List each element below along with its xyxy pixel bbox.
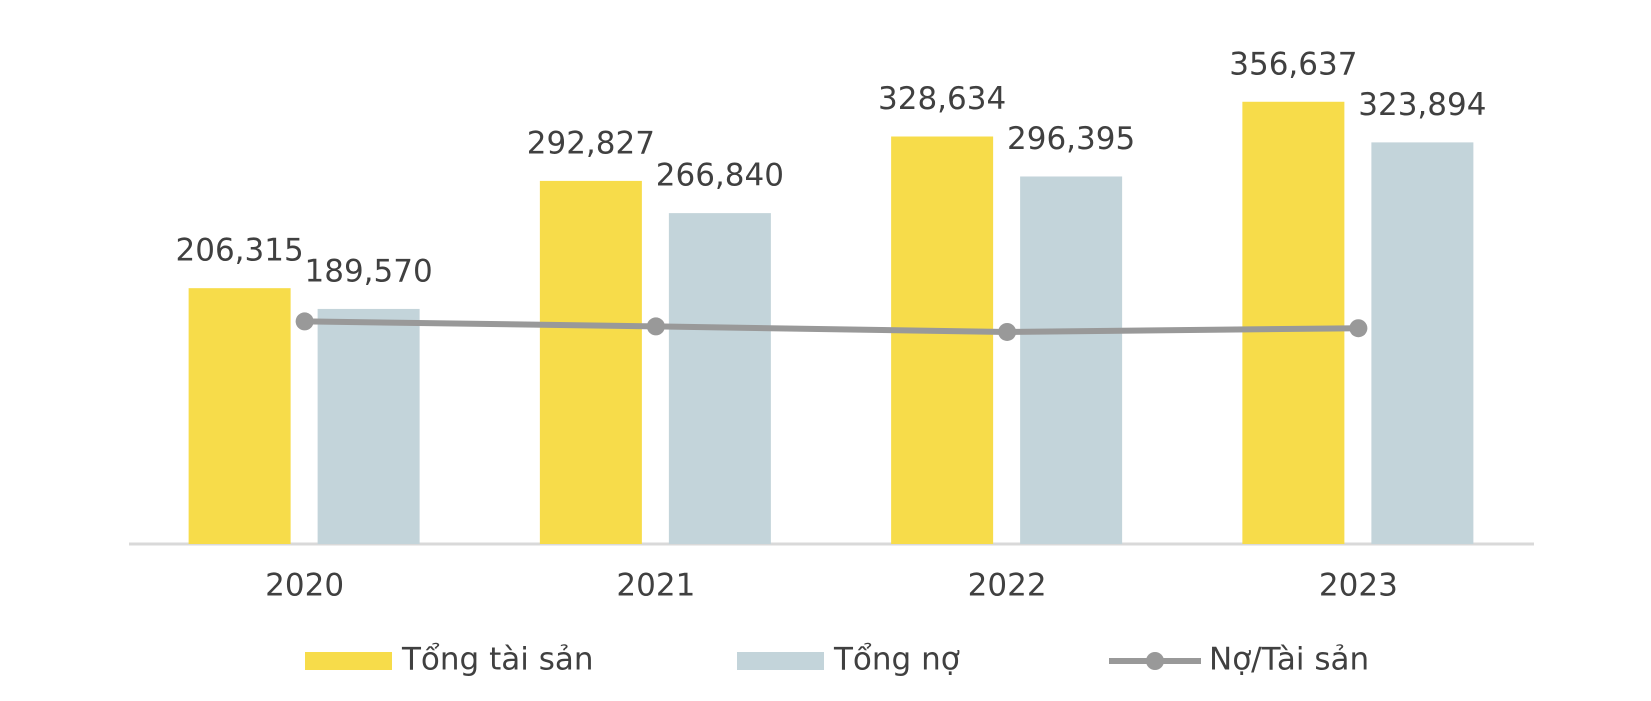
bar <box>1020 176 1123 544</box>
legend-swatch <box>737 652 824 670</box>
legend-label: Nợ/Tài sản <box>1209 642 1369 678</box>
legend-marker <box>1146 652 1164 670</box>
legend-label: Tổng nợ <box>833 642 960 678</box>
value-label: 356,637 <box>1229 46 1357 82</box>
x-tick-label: 2023 <box>1319 568 1398 604</box>
value-label: 266,840 <box>656 158 784 194</box>
bar <box>539 180 642 544</box>
value-label: 296,395 <box>1007 121 1135 157</box>
line-marker <box>295 312 314 331</box>
value-label: 328,634 <box>878 81 1006 117</box>
x-tick-label: 2022 <box>968 568 1047 604</box>
line-marker <box>646 317 665 336</box>
line-marker <box>998 322 1017 341</box>
bar <box>668 213 771 544</box>
bar <box>1371 142 1474 544</box>
legend-swatch <box>305 652 392 670</box>
bar <box>1242 101 1345 545</box>
value-label: 189,570 <box>305 253 433 289</box>
x-tick-label: 2021 <box>616 568 695 604</box>
bar <box>317 308 420 544</box>
line-marker <box>1349 319 1368 338</box>
value-label: 323,894 <box>1358 87 1486 123</box>
bar <box>188 288 291 544</box>
line <box>304 318 1359 335</box>
legend-label: Tổng tài sản <box>401 642 594 678</box>
value-label: 292,827 <box>527 125 655 161</box>
bar <box>891 136 994 544</box>
x-tick-label: 2020 <box>265 568 344 604</box>
value-label: 206,315 <box>176 233 304 269</box>
